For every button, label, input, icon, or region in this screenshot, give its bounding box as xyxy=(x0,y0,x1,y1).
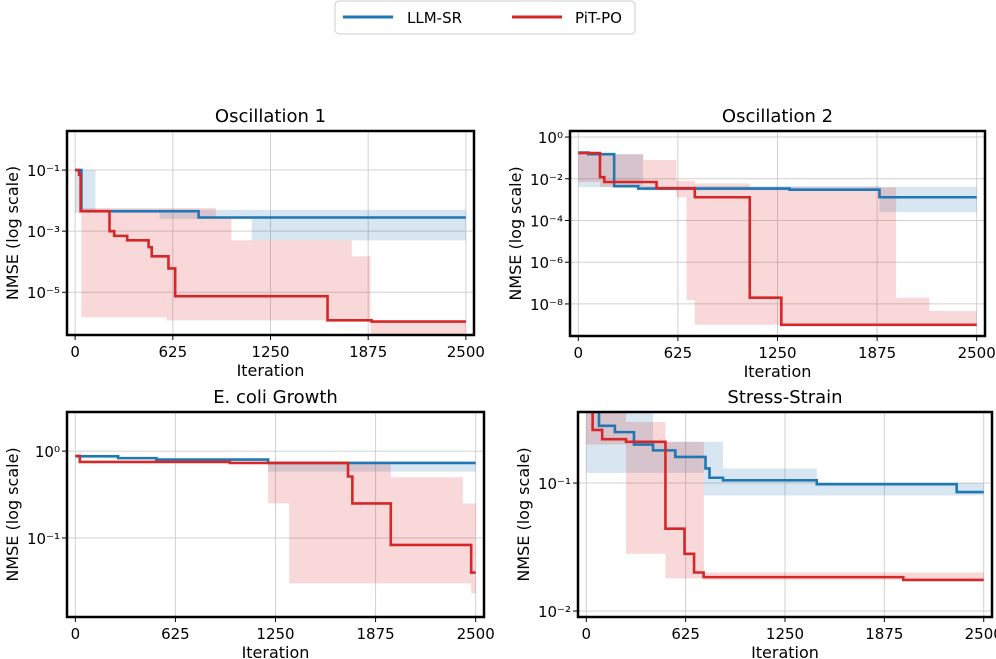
band-pit-po xyxy=(578,153,600,183)
subplot-title: Oscillation 2 xyxy=(722,106,833,127)
x-tick-label: 625 xyxy=(158,343,187,361)
x-axis-label: Iteration xyxy=(237,361,305,380)
x-tick-label: 625 xyxy=(671,625,700,643)
subplot-e-coli-growth: 0 625 1250 1875 2500 10⁰ 10⁻¹ E. coli Growth Ite… xyxy=(3,387,495,659)
band-pit-po xyxy=(390,477,463,584)
subplot-title: Oscillation 1 xyxy=(215,106,326,127)
x-tick-label: 625 xyxy=(664,344,693,362)
band-llm-sr xyxy=(816,483,984,496)
x-tick-label: 0 xyxy=(574,344,584,362)
subplot-title: Stress-Strain xyxy=(727,387,842,408)
legend-label-llm-sr: LLM-SR xyxy=(407,9,462,27)
band-llm-sr xyxy=(268,462,476,472)
y-tick-label: 10⁻¹ xyxy=(27,530,60,548)
band-pit-po xyxy=(896,297,930,325)
legend-frame xyxy=(334,0,636,35)
y-axis-label: NMSE (log scale) xyxy=(514,447,533,581)
x-tick-label: 0 xyxy=(71,625,81,643)
x-tick-label: 1875 xyxy=(865,625,903,643)
x-tick-label: 625 xyxy=(161,625,190,643)
line-pit-po xyxy=(578,151,977,327)
x-axis-label: Iteration xyxy=(751,643,819,659)
y-tick-label: 10⁰ xyxy=(35,443,60,461)
x-tick-label: 1875 xyxy=(349,343,387,361)
x-tick-label: 1875 xyxy=(858,344,896,362)
band-pit-po xyxy=(215,216,232,321)
band-llm-sr xyxy=(879,187,977,213)
subplot-oscillation-2: 0 625 1250 1875 2500 10⁰ 10⁻² 10⁻⁴ 10⁻⁶ 10⁻⁸ Oscil… xyxy=(506,106,996,381)
band-llm-sr xyxy=(159,209,252,219)
line-pit-po xyxy=(75,168,466,323)
y-axis-label: NMSE (log scale) xyxy=(506,166,525,300)
band-pit-po xyxy=(929,310,977,325)
band-pit-po xyxy=(370,320,466,335)
subplot-stress-strain: 0 625 1250 1875 2500 10⁻¹ 10⁻² Stress-Strain Ite… xyxy=(514,387,996,659)
line-pit-po xyxy=(591,412,984,582)
band-llm-sr xyxy=(75,170,96,213)
y-tick-label: 10⁻² xyxy=(538,603,571,621)
axes-frame xyxy=(576,410,994,619)
x-tick-label: 1875 xyxy=(356,625,394,643)
band-pit-po xyxy=(81,208,167,318)
y-tick-label: 10⁻¹ xyxy=(27,162,60,180)
band-pit-po xyxy=(268,463,290,504)
band-llm-sr xyxy=(703,441,723,496)
band-pit-po xyxy=(686,180,695,301)
band-pit-po xyxy=(166,208,216,321)
x-axis-label: Iteration xyxy=(744,362,812,381)
subplot-title: E. coli Growth xyxy=(213,387,338,408)
y-axis-label: NMSE (log scale) xyxy=(3,166,22,300)
band-pit-po xyxy=(749,187,897,325)
line-llm-sr xyxy=(75,168,466,219)
y-tick-label: 10⁻⁶ xyxy=(530,254,563,272)
line-pit-po xyxy=(75,454,476,574)
y-axis-label: NMSE (log scale) xyxy=(3,447,22,581)
x-tick-label: 2500 xyxy=(447,343,485,361)
y-tick-label: 10⁻² xyxy=(530,171,563,189)
x-tick-label: 0 xyxy=(70,343,80,361)
y-tick-label: 10⁻⁴ xyxy=(530,212,563,230)
band-pit-po xyxy=(351,256,371,321)
y-tick-label: 10⁻⁵ xyxy=(27,284,60,302)
x-tick-label: 2500 xyxy=(965,625,996,643)
x-tick-label: 1250 xyxy=(766,625,804,643)
axes-frame xyxy=(568,129,987,338)
legend: LLM-SR PiT-PO xyxy=(334,0,636,35)
x-tick-label: 2500 xyxy=(958,344,996,362)
axes-frame xyxy=(65,410,486,619)
y-tick-label: 10⁻⁸ xyxy=(530,296,563,314)
x-tick-label: 2500 xyxy=(457,625,495,643)
y-tick-label: 10⁻³ xyxy=(27,223,60,241)
line-llm-sr xyxy=(597,412,984,494)
band-pit-po xyxy=(462,503,472,584)
y-tick-label: 10⁰ xyxy=(538,129,563,147)
band-llm-sr xyxy=(722,468,817,496)
band-llm-sr xyxy=(251,209,466,241)
y-tick-label: 10⁻¹ xyxy=(538,475,571,493)
x-tick-label: 1250 xyxy=(251,343,289,361)
x-tick-label: 1250 xyxy=(256,625,294,643)
x-axis-label: Iteration xyxy=(242,643,310,659)
x-tick-label: 0 xyxy=(582,625,592,643)
subplot-oscillation-1: 0 625 1250 1875 2500 10⁻¹ 10⁻³ 10⁻⁵ Oscillation … xyxy=(3,106,485,380)
axes-frame xyxy=(65,129,476,337)
legend-label-pit-po: PiT-PO xyxy=(575,9,622,27)
band-pit-po xyxy=(471,503,476,594)
band-pit-po xyxy=(289,463,391,584)
x-tick-label: 1250 xyxy=(758,344,796,362)
band-pit-po xyxy=(665,441,704,579)
band-pit-po xyxy=(694,183,750,325)
band-pit-po xyxy=(231,240,352,321)
